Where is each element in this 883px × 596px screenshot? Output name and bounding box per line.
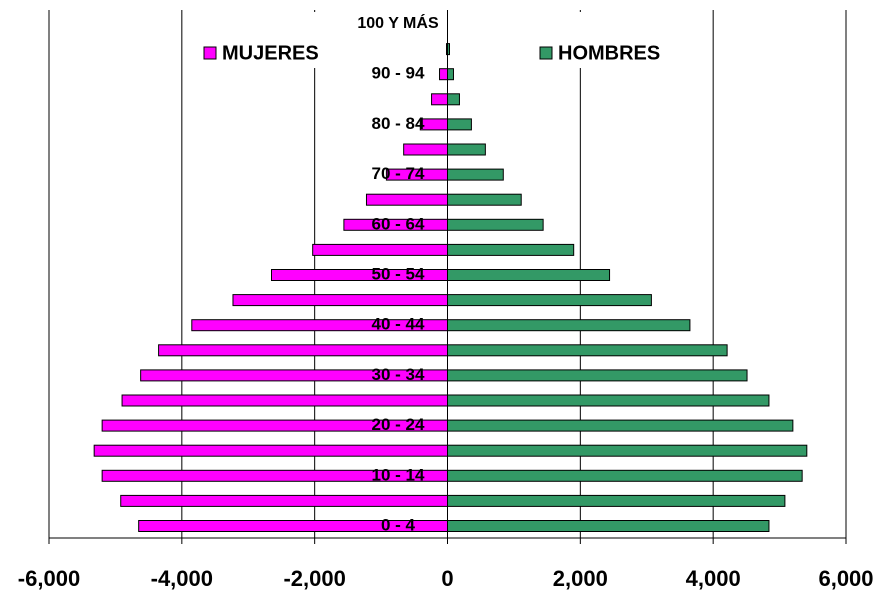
bar xyxy=(121,394,449,407)
bar xyxy=(447,269,611,281)
y-tick-label: 70 - 74 xyxy=(372,164,425,183)
legend-label: MUJERES xyxy=(222,42,319,64)
bar xyxy=(447,394,770,407)
y-tick-label: 80 - 84 xyxy=(372,114,425,133)
bar xyxy=(447,243,575,256)
legend-label: HOMBRES xyxy=(558,42,660,64)
bar xyxy=(447,218,544,231)
bar xyxy=(447,444,808,457)
y-tick-label: 20 - 24 xyxy=(372,415,425,434)
bar xyxy=(447,319,691,332)
bar xyxy=(447,520,770,532)
bar xyxy=(312,243,448,256)
y-tick-label: 100 Y MÁS xyxy=(357,13,439,32)
bar xyxy=(447,419,794,432)
y-tick-label: 40 - 44 xyxy=(372,315,425,334)
x-tick-label: -4,000 xyxy=(151,566,213,591)
y-tick-label: 50 - 54 xyxy=(372,264,425,283)
bar xyxy=(447,193,522,206)
bar xyxy=(447,494,786,507)
bar xyxy=(93,444,448,457)
bar xyxy=(120,494,448,507)
bar xyxy=(447,344,728,357)
x-tick-label: -2,000 xyxy=(283,566,345,591)
legend-swatch xyxy=(539,46,553,60)
y-tick-label: 0 - 4 xyxy=(381,515,416,534)
x-tick-label: 6,000 xyxy=(818,566,873,591)
y-tick-label: 90 - 94 xyxy=(372,64,425,83)
bar xyxy=(439,68,448,81)
bar xyxy=(403,143,449,156)
bar xyxy=(447,118,472,131)
y-tick-label: 60 - 64 xyxy=(372,214,425,233)
y-tick-label: 30 - 34 xyxy=(372,365,425,384)
bar xyxy=(447,369,748,382)
bar xyxy=(447,93,460,106)
bar xyxy=(158,344,448,357)
bar xyxy=(447,68,454,81)
bar xyxy=(365,193,449,206)
bar xyxy=(232,294,448,307)
x-tick-label: 2,000 xyxy=(553,566,608,591)
y-tick-label: 10 - 14 xyxy=(372,465,425,484)
x-tick-label: -6,000 xyxy=(18,566,80,591)
bar xyxy=(447,469,803,482)
bar xyxy=(447,168,504,181)
bar xyxy=(447,294,652,307)
x-tick-label: 4,000 xyxy=(686,566,741,591)
x-tick-label: 0 xyxy=(441,566,453,591)
bar xyxy=(431,93,448,106)
legend-swatch xyxy=(203,46,217,60)
bar xyxy=(447,143,486,156)
